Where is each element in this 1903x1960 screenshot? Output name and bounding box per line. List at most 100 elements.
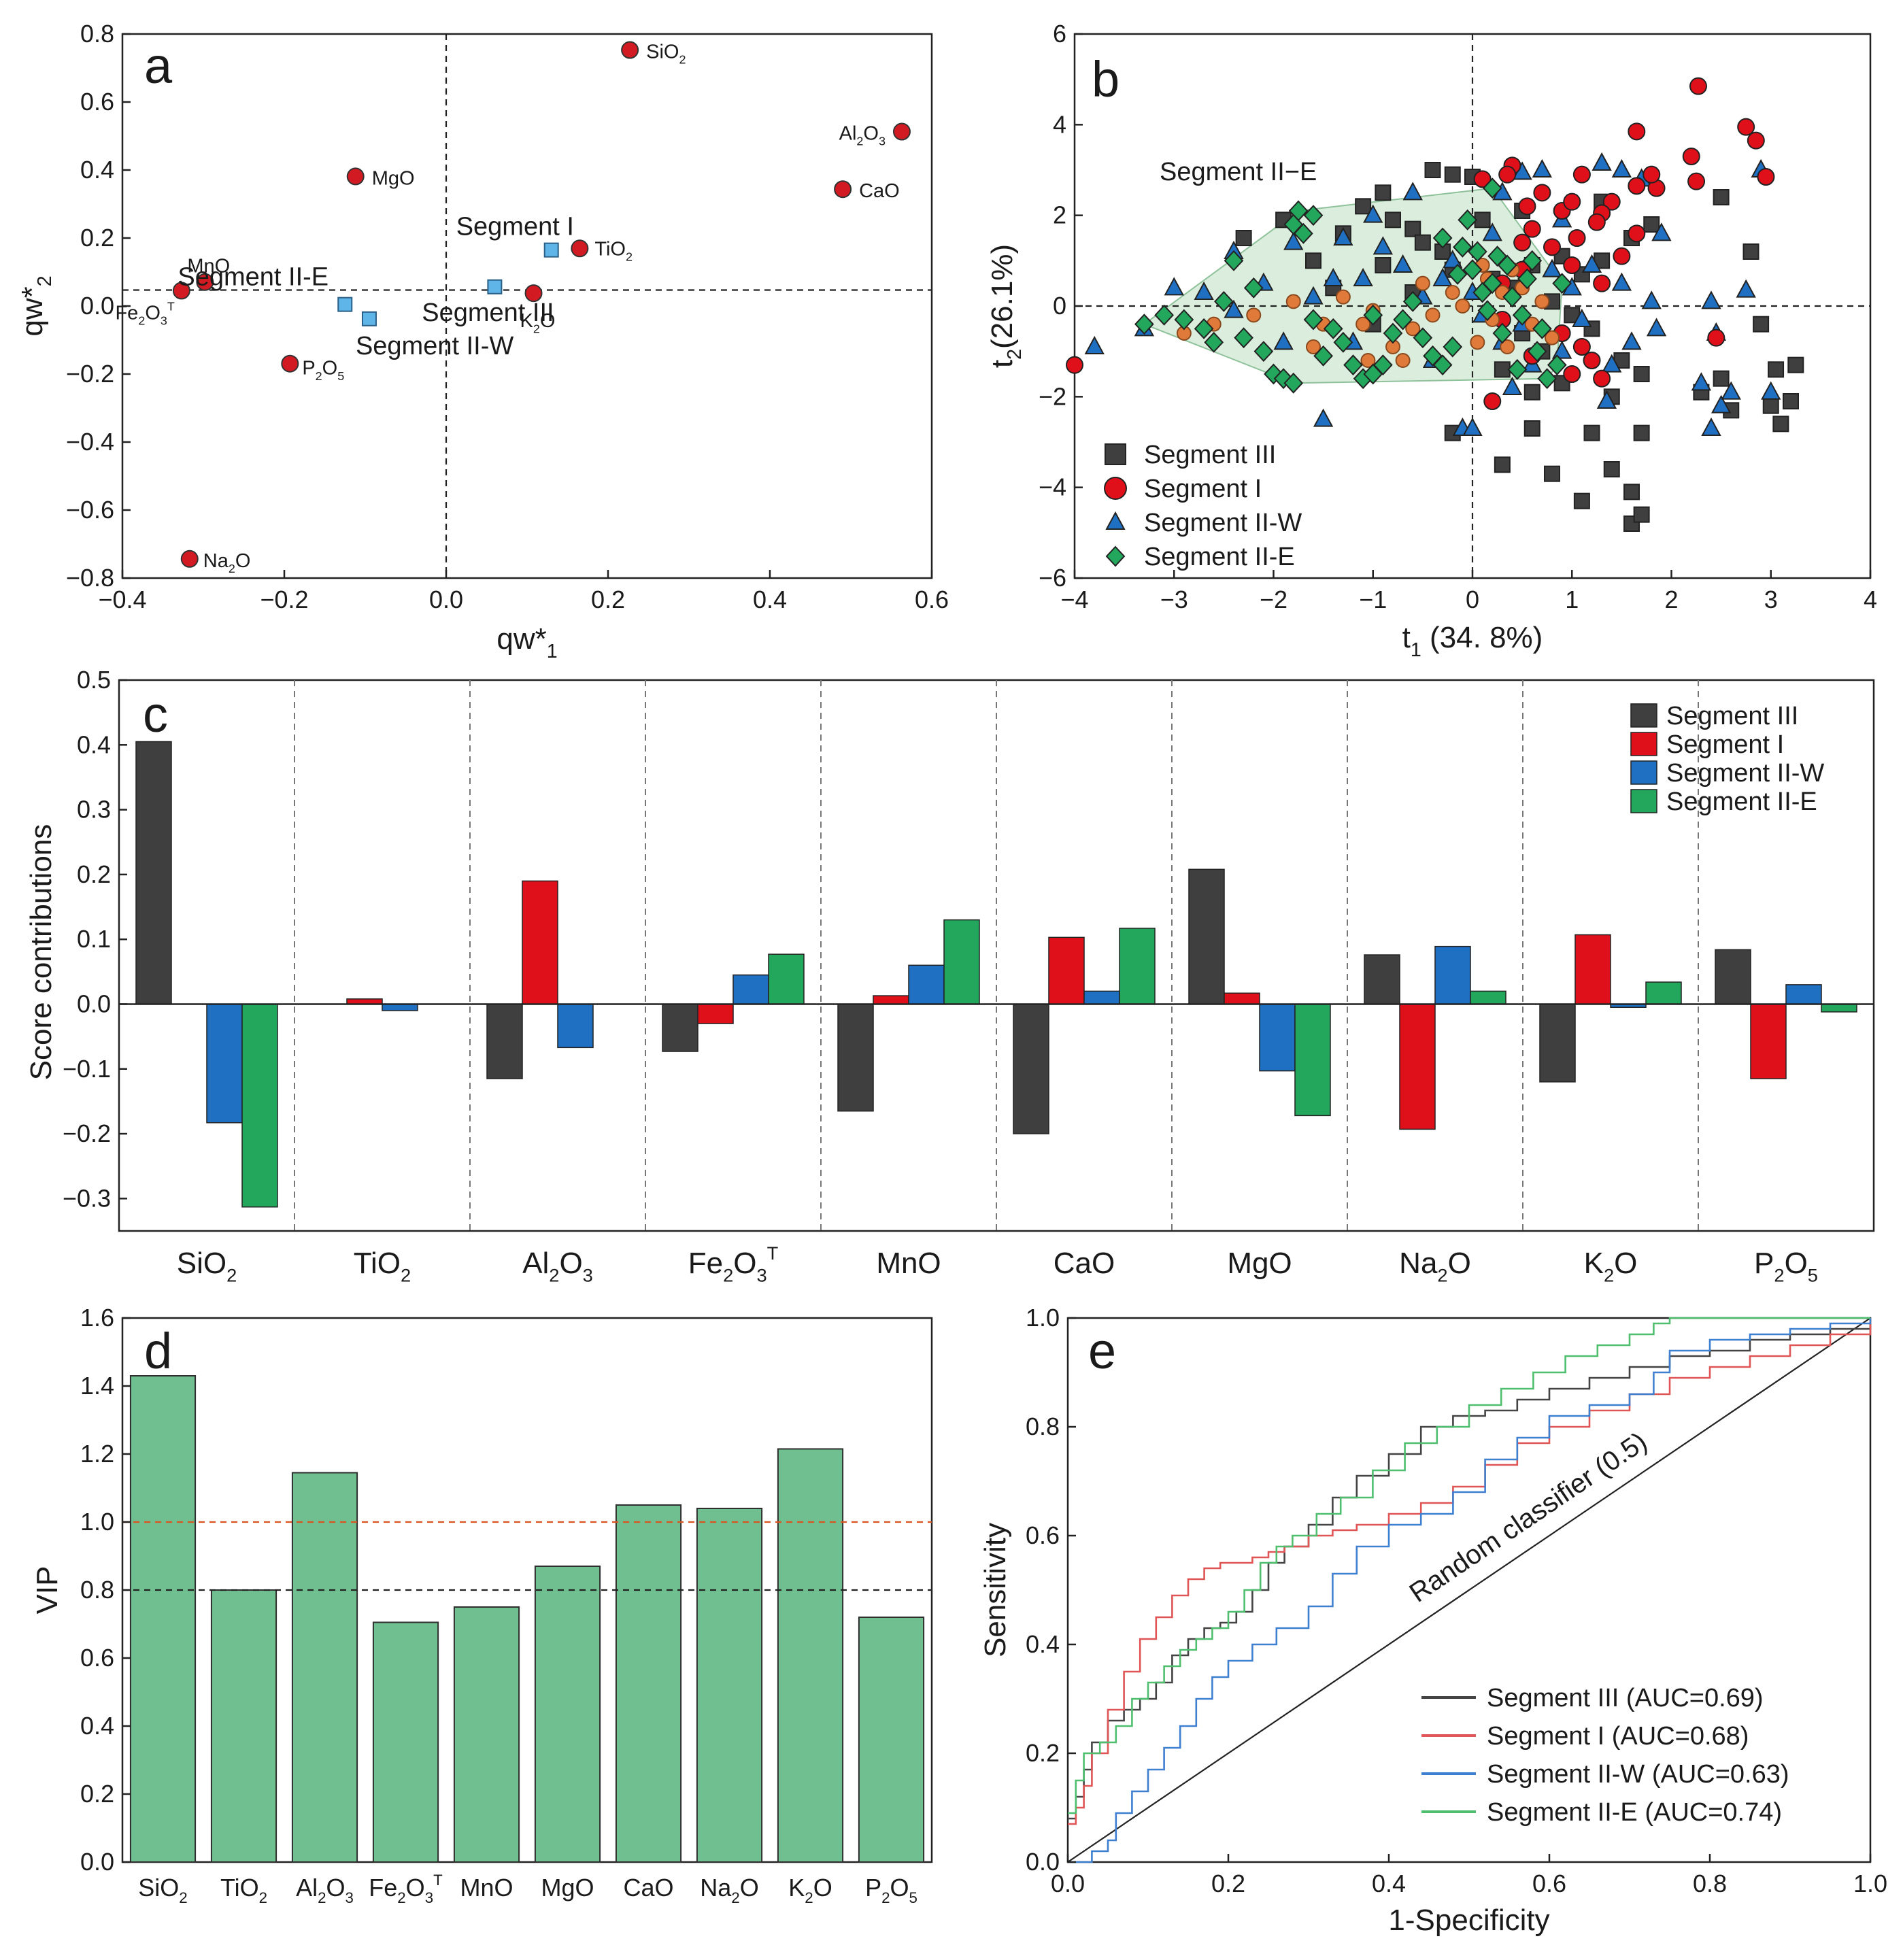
bar-segment-ii-w-tio2 (382, 1003, 418, 1011)
panel-e-y-title: Sensitivity (979, 1523, 1012, 1657)
bar-segment-ii-w-fe2o3t (732, 974, 769, 1005)
score-point-segment-ii-w (1761, 381, 1781, 400)
score-point-segment-ii-w (1392, 254, 1413, 273)
label-part: Al (522, 1247, 549, 1280)
label-part: O (145, 302, 161, 324)
legend-label-segment-ii-e-auc-0-74: Segment II-E (AUC=0.74) (1487, 1798, 1782, 1827)
label-part: O (733, 1247, 756, 1280)
label-part: T (354, 1247, 371, 1280)
y-tick-label: 0.5 (77, 666, 111, 694)
score-point-segment-ii-e (1174, 309, 1194, 331)
y-tick-label: 0.2 (77, 860, 111, 888)
label-part: 2 (179, 1889, 187, 1906)
label-part: O (740, 1874, 759, 1902)
category-label-fe2o3t: Fe2O3T (688, 1243, 779, 1285)
loading-label-mgo: MgO (372, 167, 415, 189)
score-point-segment-ii-e (1477, 300, 1498, 322)
category-label-p2o5: P2O5 (1754, 1247, 1818, 1285)
x-tick-label: 1.0 (1853, 1870, 1887, 1897)
vip-category-mgo: MgO (541, 1874, 594, 1902)
category-label-mgo: MgO (1227, 1247, 1292, 1280)
panel-c-letter: c (143, 686, 168, 743)
label-part: iO (606, 238, 626, 260)
title-sub: 1 (1411, 639, 1421, 661)
title-part: t (986, 360, 1019, 368)
label-part: Al (296, 1874, 318, 1902)
legend-swatch-segment-ii-w (1630, 760, 1657, 785)
panel-e-legend: Segment III (AUC=0.69) Segment I (AUC=0.6… (1421, 1684, 1789, 1827)
bar-segment-iii-na2o (1364, 954, 1400, 1005)
y-tick-label: 0.2 (80, 1780, 114, 1808)
y-tick-label: −0.2 (66, 360, 114, 388)
score-point-segment-i (1687, 172, 1706, 190)
category-label-tio2: TiO2 (354, 1247, 411, 1285)
label-part: 2 (533, 322, 540, 335)
panel-e-x-title: 1-Specificity (1388, 1904, 1549, 1937)
label-part: 2 (259, 1889, 267, 1906)
score-point-segment-iii (1385, 212, 1401, 229)
bar-segment-ii-w-cao (1083, 990, 1120, 1005)
legend-swatch-segment-ii-e (1630, 789, 1657, 813)
loading-label-mno: MnO (187, 256, 230, 277)
y-tick-label: −4 (1039, 473, 1066, 501)
bar-segment-ii-w-na2o (1434, 945, 1471, 1005)
label-part: SiO (177, 1247, 226, 1280)
label-part: O (1785, 1247, 1808, 1280)
score-point-segment-ii-w (1303, 286, 1324, 305)
score-point-segment-ii-w (1596, 390, 1617, 409)
legend-label-segment-iii: Segment III (1144, 441, 1276, 469)
score-point-segment-i (1737, 118, 1755, 136)
label-part: MgO (541, 1874, 594, 1902)
score-point-segment-i (1628, 122, 1646, 141)
category-label-sio2: SiO2 (177, 1247, 237, 1285)
vip-category-fe2o3t: Fe2O3T (369, 1872, 443, 1906)
loading-label-cao: CaO (859, 180, 900, 202)
score-point-segment-ii-w (1611, 158, 1632, 178)
score-point-segment-i (1593, 274, 1611, 292)
vip-bar-al2o3 (291, 1472, 358, 1863)
label-part: 3 (425, 1889, 433, 1906)
score-point-segment-iii (1414, 234, 1431, 251)
label-part: Na (203, 550, 229, 572)
bar-segment-i-al2o3 (522, 880, 558, 1005)
score-point-other (1425, 307, 1441, 323)
x-tick-label: −3 (1160, 586, 1188, 613)
label-part: Fe (115, 302, 138, 324)
loading-label-al2o3: Al2O3 (839, 123, 886, 148)
score-point-segment-iii (1603, 461, 1620, 477)
score-point-segment-ii-w (1323, 267, 1343, 286)
vip-category-tio2: TiO2 (220, 1874, 267, 1906)
score-point-segment-ii-e (1502, 286, 1522, 308)
loading-point-na2o (180, 550, 199, 568)
score-point-segment-ii-w (1363, 204, 1383, 223)
score-point-segment-ii-e (1154, 304, 1174, 326)
panel-e-random-diagonal (1067, 1317, 1871, 1863)
legend-label-segment-i: Segment I (1666, 730, 1784, 759)
x-tick-label: 3 (1764, 586, 1778, 613)
label-part: MgO (1227, 1247, 1292, 1280)
legend-marker-segment-i (1104, 477, 1127, 500)
label-part: P (1754, 1247, 1774, 1280)
score-point-segment-i (1643, 165, 1661, 184)
bar-segment-ii-e-mgo (1294, 1003, 1331, 1117)
panel-d-bars: SiO2 TiO2 Al2O3 Fe2O3T MnO MgO CaO Na2O K2O P2O5 (129, 1375, 925, 1906)
bar-segment-iii-p2o5 (1715, 949, 1751, 1005)
score-point-segment-ii-e (1383, 322, 1403, 344)
score-point-other (1415, 275, 1430, 291)
loading-label-k2o: K2O (520, 310, 556, 335)
score-point-segment-ii-e (1343, 354, 1363, 376)
x-tick-label: 0.0 (429, 586, 463, 613)
panel-b-letter: b (1092, 51, 1119, 107)
score-point-segment-iii (1523, 384, 1540, 401)
legend-label-segment-ii-w-auc-0-63: Segment II-W (AUC=0.63) (1487, 1760, 1789, 1789)
score-point-segment-i (1707, 328, 1725, 347)
label-part: 5 (1808, 1264, 1818, 1285)
y-tick-label: 0 (1053, 292, 1066, 320)
label-part: O (813, 1874, 832, 1902)
score-point-segment-ii-w (1701, 290, 1721, 309)
vip-bar-na2o (696, 1508, 763, 1863)
label-part: P (865, 1874, 881, 1902)
label-part: T (167, 299, 175, 313)
label-part: K (788, 1874, 805, 1902)
